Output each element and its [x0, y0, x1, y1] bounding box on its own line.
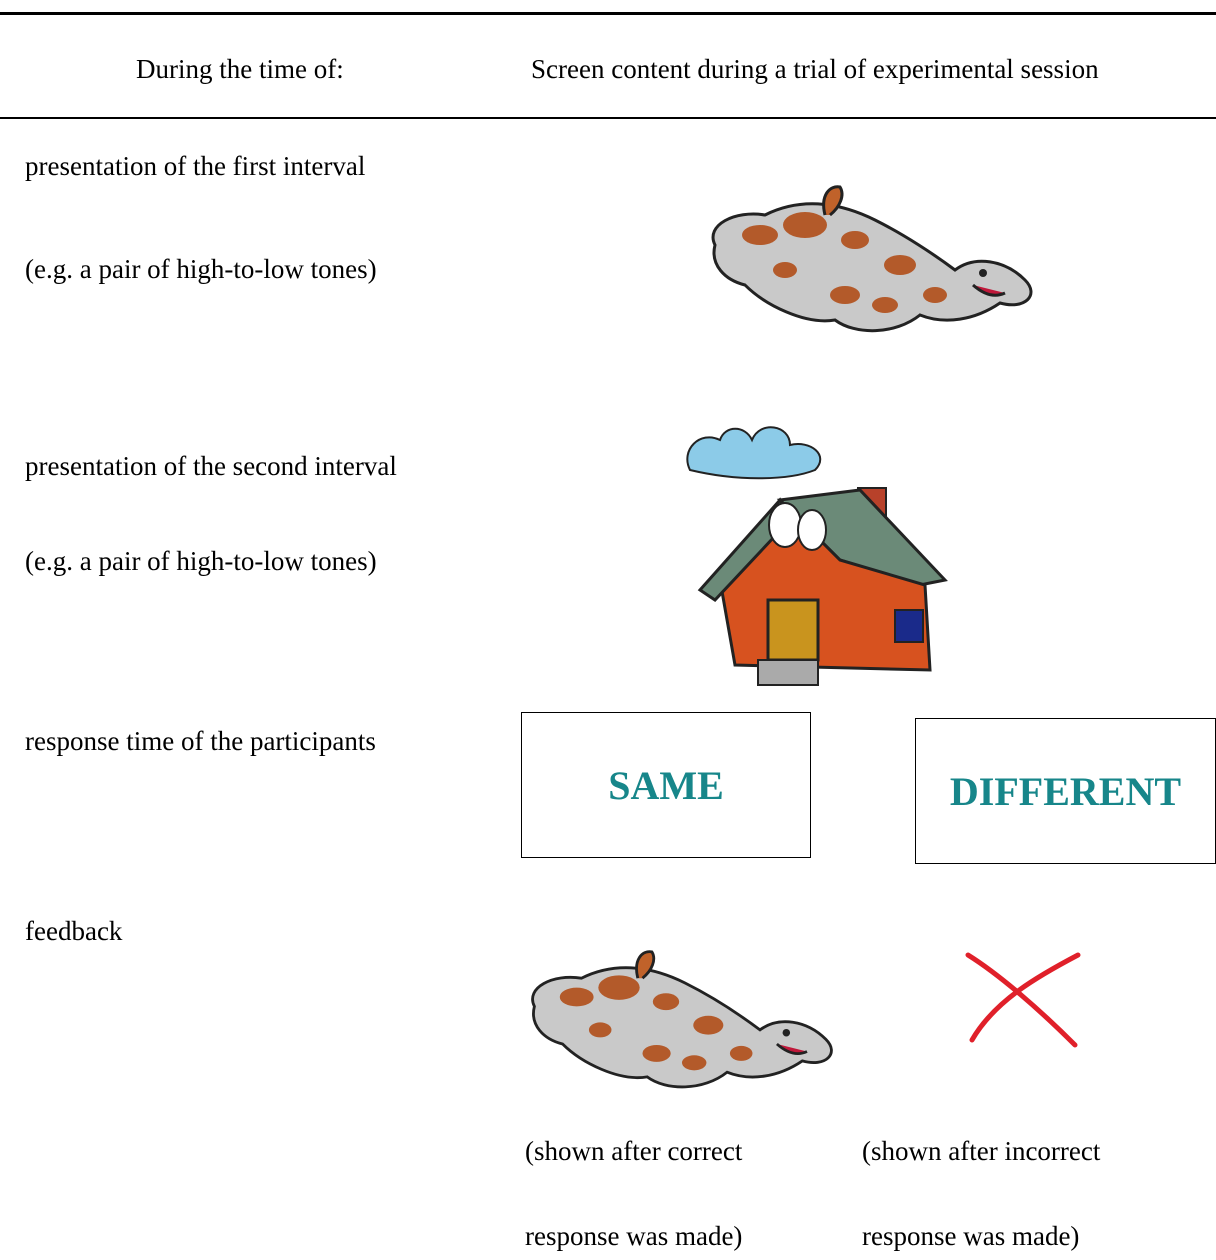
- row-label: feedback: [25, 916, 123, 946]
- row-label: (e.g. a pair of high-to-low tones): [25, 254, 377, 284]
- house: [686, 426, 948, 686]
- cross: [965, 952, 1078, 1048]
- header-cell: During the time of:: [136, 54, 344, 84]
- top-rule: [0, 12, 1216, 15]
- row-label: (e.g. a pair of high-to-low tones): [25, 546, 377, 576]
- row-label: presentation of the first interval: [25, 151, 366, 181]
- caption: (shown after correct: [525, 1136, 743, 1166]
- header-rule: [0, 117, 1216, 119]
- different-button: DIFFERENT: [915, 718, 1216, 864]
- button-label: DIFFERENT: [949, 768, 1182, 814]
- row-label: response time of the participants: [25, 726, 376, 756]
- caption: (shown after incorrect: [862, 1136, 1101, 1166]
- caption: response was made): [862, 1221, 1080, 1251]
- cross: [969, 952, 1081, 1043]
- button-label: SAME: [608, 762, 724, 808]
- same-button: SAME: [521, 712, 811, 858]
- header-cell: Screen content during a trial of experim…: [531, 54, 1099, 84]
- caption: response was made): [525, 1221, 743, 1251]
- row-label: presentation of the second interval: [25, 451, 397, 481]
